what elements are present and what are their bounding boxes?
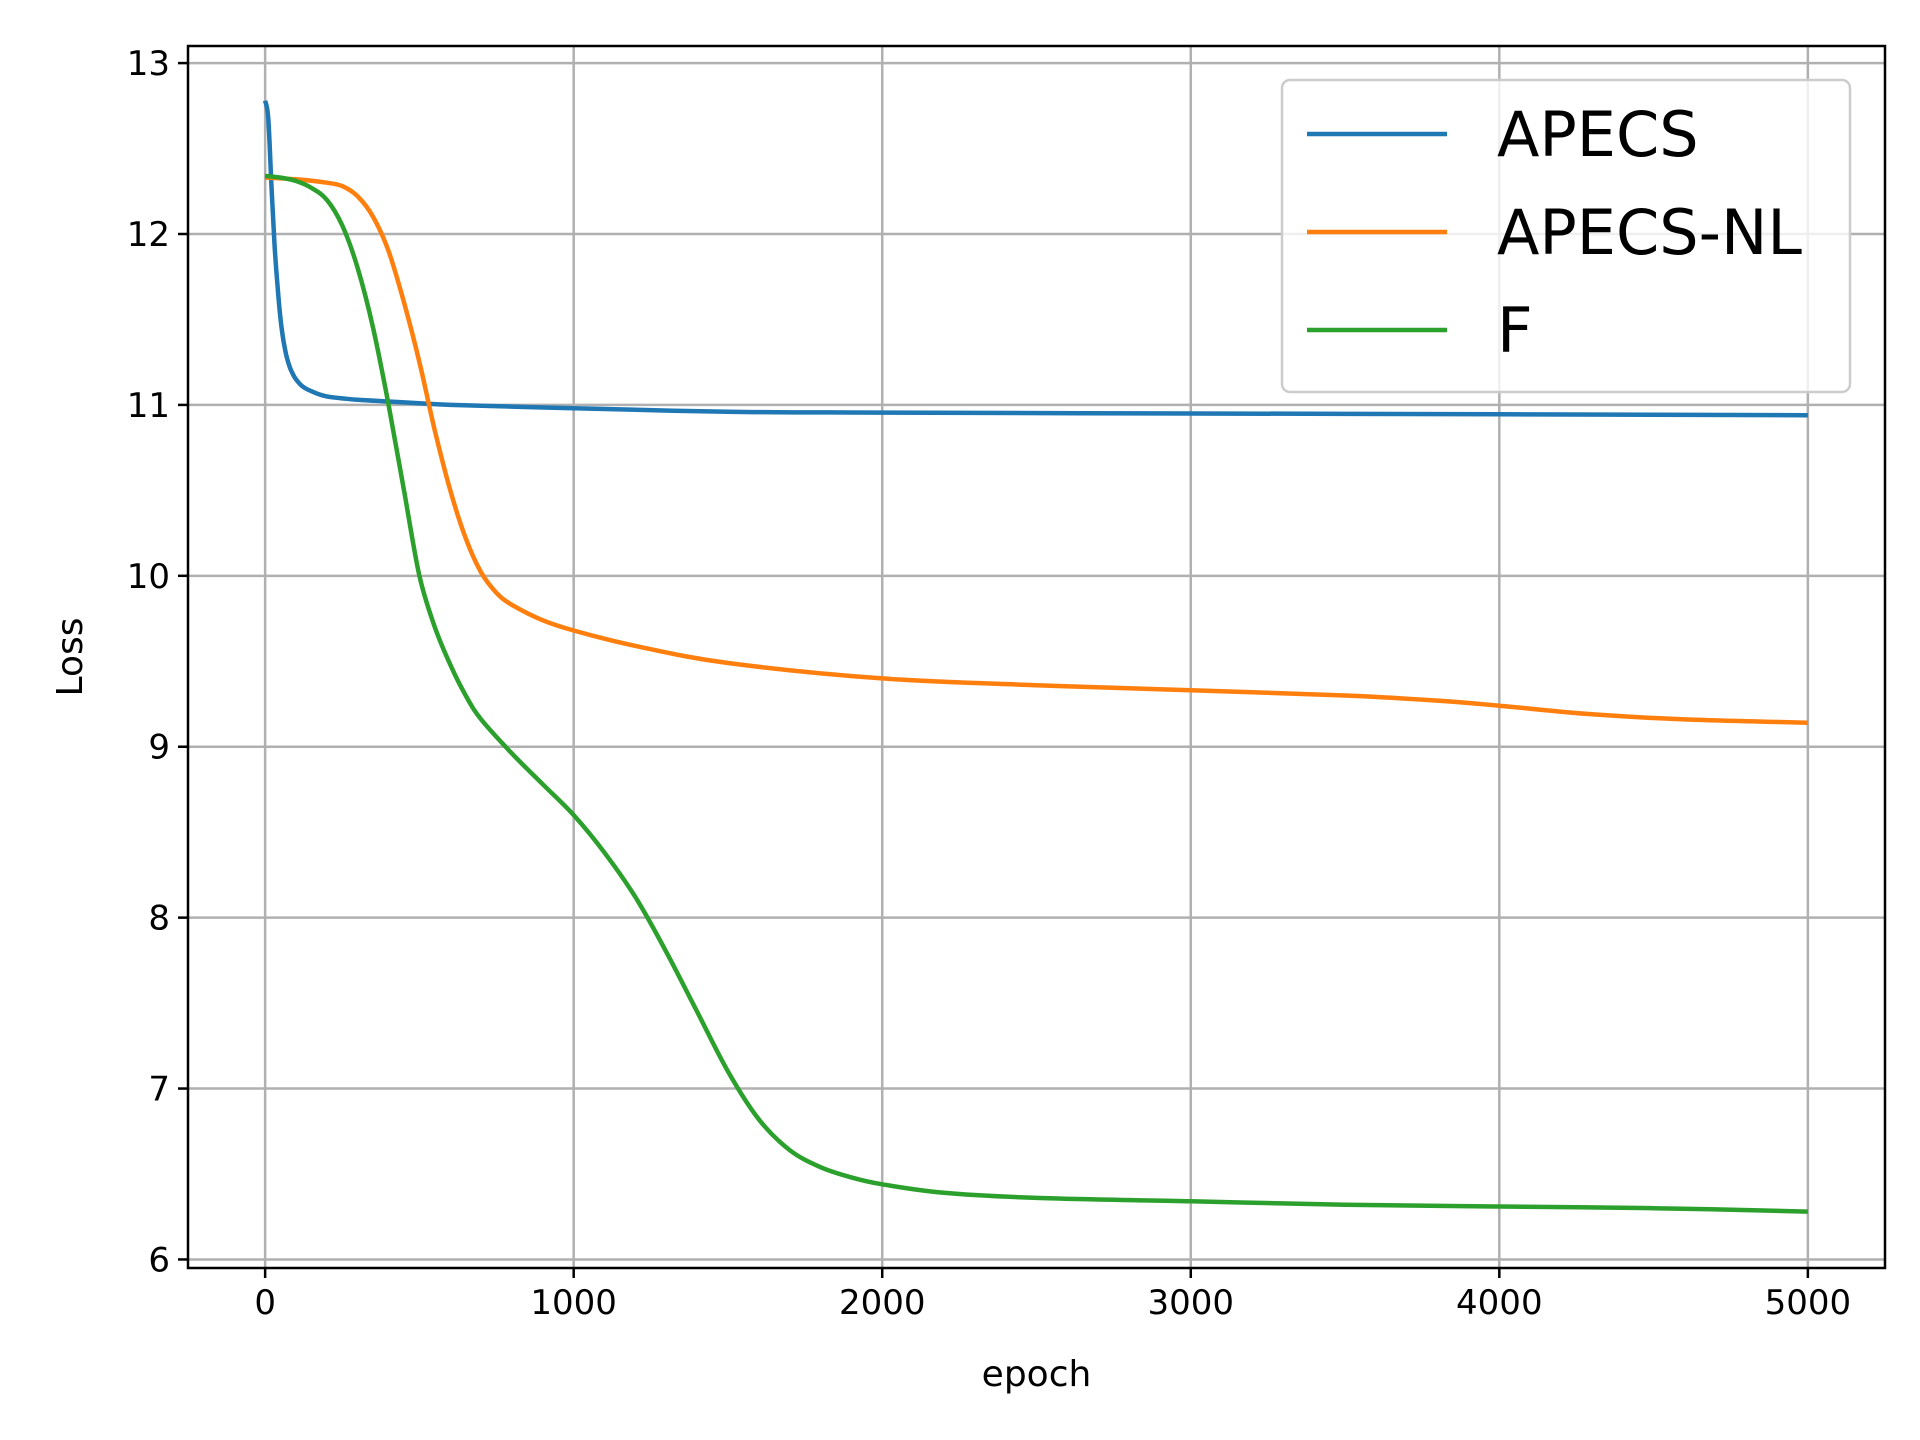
legend-items: APECS APECS-NL F	[1307, 98, 1802, 367]
y-tick-label: 8	[148, 899, 170, 939]
y-tick-label: 12	[127, 215, 170, 255]
series-line-f	[264, 173, 1808, 1214]
x-tick-label: 5000	[1765, 1283, 1852, 1323]
series-line-apecs	[262, 100, 1808, 418]
y-axis-label: Loss	[50, 618, 91, 697]
legend: APECS APECS-NL F	[1280, 78, 1852, 394]
x-tick-label: 3000	[1148, 1283, 1235, 1323]
legend-label-apecs: APECS	[1497, 98, 1699, 171]
series-line-apecs-nl	[264, 175, 1808, 726]
x-tick-label: 2000	[839, 1283, 926, 1323]
y-tick-label: 11	[127, 386, 170, 426]
plot-frame	[186, 44, 1887, 1270]
y-tick-label: 10	[127, 557, 170, 597]
y-tick-label: 13	[127, 44, 170, 84]
series-lines	[262, 100, 1808, 1214]
legend-box	[1280, 78, 1852, 394]
axis-ticks: 0 1000 2000 3000 4000 5000 6 7 8 9 10 11 12 13	[127, 44, 1851, 1323]
x-tick-label: 4000	[1456, 1283, 1543, 1323]
y-tick-label: 7	[148, 1070, 170, 1110]
x-tick-label: 0	[254, 1283, 276, 1323]
x-axis-label: epoch	[982, 1354, 1092, 1395]
x-tick-label: 1000	[530, 1283, 617, 1323]
legend-label-apecs-nl: APECS-NL	[1497, 196, 1802, 269]
legend-label-f: F	[1497, 294, 1533, 367]
y-tick-label: 9	[148, 728, 170, 768]
y-tick-label: 6	[148, 1240, 170, 1280]
